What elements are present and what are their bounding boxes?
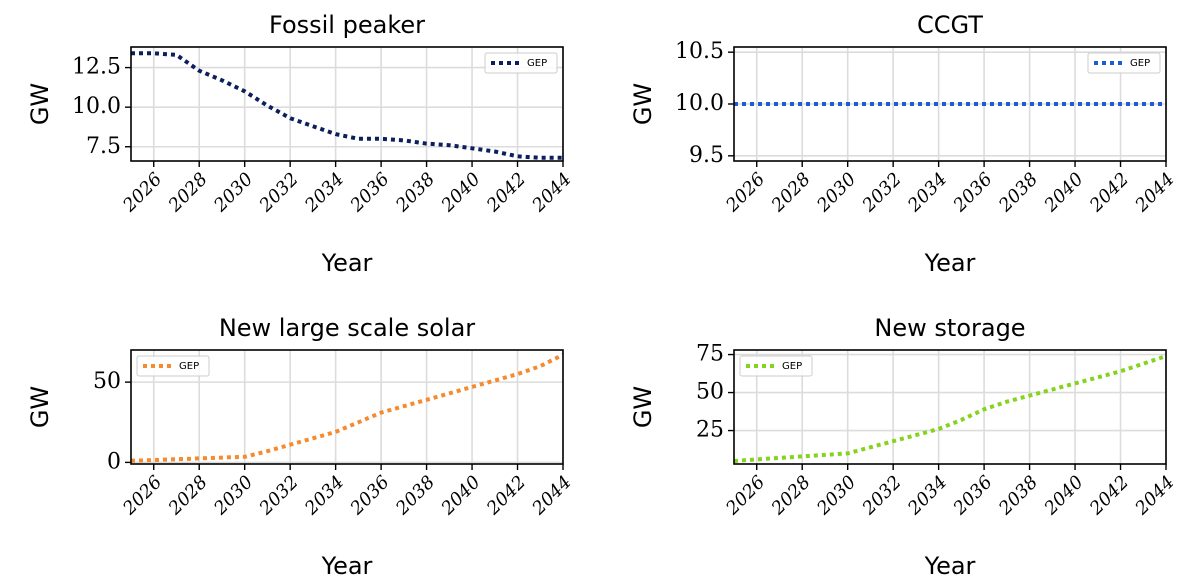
y-tick-label: 10.5 [675,39,724,64]
y-tick-label: 50 [93,369,121,394]
legend: GEP [136,355,210,377]
subplot-1: 2026202820302032203420362038204020422044… [26,11,576,277]
plot-frame [130,46,564,162]
x-tick-label: 2042 [1085,472,1133,520]
chart-title: New storage [874,314,1025,342]
x-axis-label: Year [321,249,373,277]
x-tick-label: 2028 [767,472,815,520]
x-tick-label: 2042 [482,472,530,520]
legend-box [1087,52,1161,74]
x-tick-label: 2034 [903,169,951,217]
x-tick-label: 2036 [949,472,997,520]
legend-label: GEP [527,58,547,69]
subplot-4: 2026202820302032203420362038204020422044… [629,314,1179,580]
plot-frame [733,349,1167,465]
x-tick-label: 2038 [391,472,439,520]
legend: GEP [739,355,813,377]
y-tick-label: 50 [696,380,724,405]
x-tick-label: 2028 [767,169,815,217]
x-axis-label: Year [321,552,373,580]
series-line-gep [130,353,564,463]
x-tick-label: 2032 [255,472,303,520]
plot-frame [130,349,564,465]
x-tick-label: 2040 [437,472,485,520]
y-axis-label: GW [26,386,54,428]
x-tick-label: 2044 [1131,472,1179,520]
x-tick-label: 2032 [858,472,906,520]
x-tick-label: 2026 [118,169,166,217]
legend-box [739,355,813,377]
x-tick-label: 2030 [812,169,860,217]
chart-title: Fossil peaker [269,11,425,39]
x-tick-label: 2036 [346,472,394,520]
x-tick-label: 2038 [994,472,1042,520]
y-tick-label: 0 [107,449,121,474]
x-tick-label: 2026 [721,472,769,520]
x-tick-label: 2040 [437,169,485,217]
x-tick-label: 2030 [209,169,257,217]
y-axis-label: GW [629,83,657,125]
x-tick-label: 2034 [903,472,951,520]
x-axis-label: Year [924,552,976,580]
x-tick-label: 2044 [528,472,576,520]
x-tick-label: 2030 [209,472,257,520]
legend: GEP [484,52,558,74]
x-tick-label: 2028 [164,169,212,217]
x-tick-label: 2042 [1085,169,1133,217]
legend-box [484,52,558,74]
x-tick-label: 2036 [949,169,997,217]
x-axis-label: Year [924,249,976,277]
x-tick-label: 2044 [528,169,576,217]
x-tick-label: 2038 [391,169,439,217]
x-tick-label: 2036 [346,169,394,217]
x-tick-label: 2032 [858,169,906,217]
plot-frame [733,46,1167,162]
x-tick-label: 2026 [721,169,769,217]
y-tick-label: 10.0 [675,91,724,116]
y-tick-label: 9.5 [689,143,724,168]
x-tick-label: 2042 [482,169,530,217]
series-line-gep [733,354,1167,463]
x-tick-label: 2040 [1040,169,1088,217]
y-tick-label: 12.5 [72,55,121,80]
legend-label: GEP [1130,58,1150,69]
x-tick-label: 2032 [255,169,303,217]
y-axis-label: GW [629,386,657,428]
subplot-3: 2026202820302032203420362038204020422044… [26,314,576,580]
legend: GEP [1087,52,1161,74]
subplot-2: 2026202820302032203420362038204020422044… [629,11,1179,277]
x-tick-label: 2026 [118,472,166,520]
chart-title: CCGT [917,11,983,39]
y-tick-label: 10.0 [72,94,121,119]
x-tick-label: 2030 [812,472,860,520]
x-tick-label: 2040 [1040,472,1088,520]
x-tick-label: 2034 [300,169,348,217]
y-tick-label: 7.5 [86,134,121,159]
chart-title: New large scale solar [219,314,475,342]
series-line-gep [131,51,563,160]
y-axis-label: GW [26,83,54,125]
x-tick-label: 2044 [1131,169,1179,217]
legend-label: GEP [179,361,199,372]
x-tick-label: 2028 [164,472,212,520]
y-tick-label: 75 [696,342,724,367]
x-tick-label: 2038 [994,169,1042,217]
x-tick-label: 2034 [300,472,348,520]
legend-label: GEP [782,361,802,372]
y-tick-label: 25 [696,418,724,443]
legend-box [136,355,210,377]
